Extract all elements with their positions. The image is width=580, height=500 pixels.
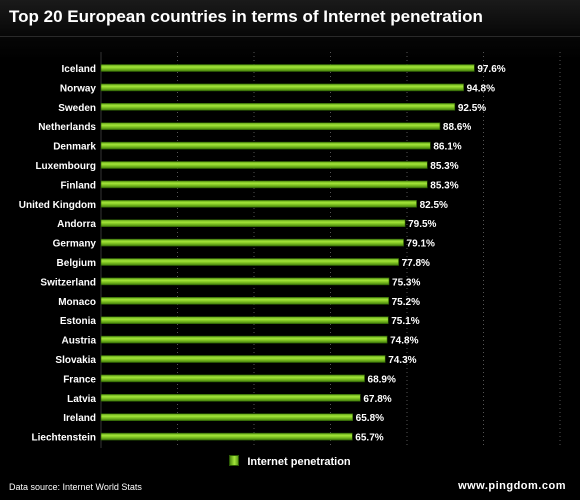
category-label: Luxembourg	[35, 161, 96, 172]
category-label: Monaco	[58, 297, 96, 308]
legend-label: Internet penetration	[247, 456, 351, 468]
gridlines	[100, 52, 561, 448]
bar	[100, 316, 389, 325]
value-label: 74.3%	[388, 355, 416, 366]
bar	[100, 200, 417, 208]
value-label: 65.8%	[356, 413, 384, 424]
value-label: 92.5%	[458, 103, 486, 114]
category-label: Estonia	[60, 316, 97, 327]
value-label: 75.3%	[392, 277, 420, 288]
bar	[100, 258, 399, 266]
category-label: Austria	[62, 336, 97, 347]
bar	[100, 219, 406, 227]
bars	[100, 64, 475, 441]
data-source: Data source: Internet World Stats	[9, 482, 142, 492]
bar	[100, 161, 428, 169]
category-label: Latvia	[67, 394, 96, 405]
value-label: 82.5%	[420, 200, 448, 211]
value-label: 79.1%	[407, 239, 435, 250]
brand-url[interactable]: www.pingdom.com	[458, 480, 566, 492]
value-label: 75.1%	[391, 316, 419, 327]
bar	[100, 64, 475, 72]
category-label: Netherlands	[38, 122, 96, 133]
labels: Iceland 97.6% Norway 94.8% Sweden 92.5% Nether…	[19, 64, 506, 444]
category-label: Slovakia	[55, 355, 96, 366]
category-label: Finland	[60, 180, 96, 191]
category-label: United Kingdom	[19, 200, 96, 211]
category-label: Switzerland	[40, 277, 96, 288]
value-label: 77.8%	[402, 258, 430, 269]
bar	[100, 141, 431, 150]
bar	[100, 277, 390, 286]
bar	[100, 355, 386, 363]
bar	[100, 296, 389, 305]
value-label: 86.1%	[433, 142, 461, 153]
value-label: 94.8%	[467, 83, 495, 94]
category-label: Ireland	[63, 413, 96, 424]
bar	[100, 393, 361, 402]
value-label: 79.5%	[408, 219, 436, 230]
value-label: 65.7%	[355, 433, 383, 444]
bar	[100, 83, 464, 92]
value-label: 68.9%	[368, 374, 396, 385]
bar	[100, 103, 456, 111]
category-label: Norway	[60, 83, 97, 94]
legend: Internet penetration	[0, 455, 580, 468]
category-label: France	[63, 374, 96, 385]
category-label: Belgium	[57, 258, 97, 269]
category-label: Liechtenstein	[32, 433, 96, 444]
bar	[100, 335, 388, 344]
value-label: 97.6%	[477, 64, 505, 75]
bar	[100, 413, 353, 422]
bar	[100, 432, 353, 441]
title-divider	[0, 36, 580, 37]
category-label: Iceland	[62, 64, 96, 75]
bar	[100, 238, 404, 247]
value-label: 88.6%	[443, 122, 471, 133]
legend-swatch	[229, 455, 240, 466]
value-label: 85.3%	[430, 161, 458, 172]
category-label: Denmark	[53, 142, 96, 153]
chart-title: Top 20 European countries in terms of In…	[9, 7, 483, 26]
bar	[100, 180, 428, 189]
value-label: 85.3%	[430, 180, 458, 191]
bar	[100, 122, 441, 130]
bar	[100, 374, 365, 383]
category-label: Andorra	[57, 219, 96, 230]
value-label: 74.8%	[390, 336, 418, 347]
value-label: 75.2%	[392, 297, 420, 308]
category-label: Germany	[53, 239, 97, 250]
value-label: 67.8%	[363, 394, 391, 405]
category-label: Sweden	[58, 103, 96, 114]
